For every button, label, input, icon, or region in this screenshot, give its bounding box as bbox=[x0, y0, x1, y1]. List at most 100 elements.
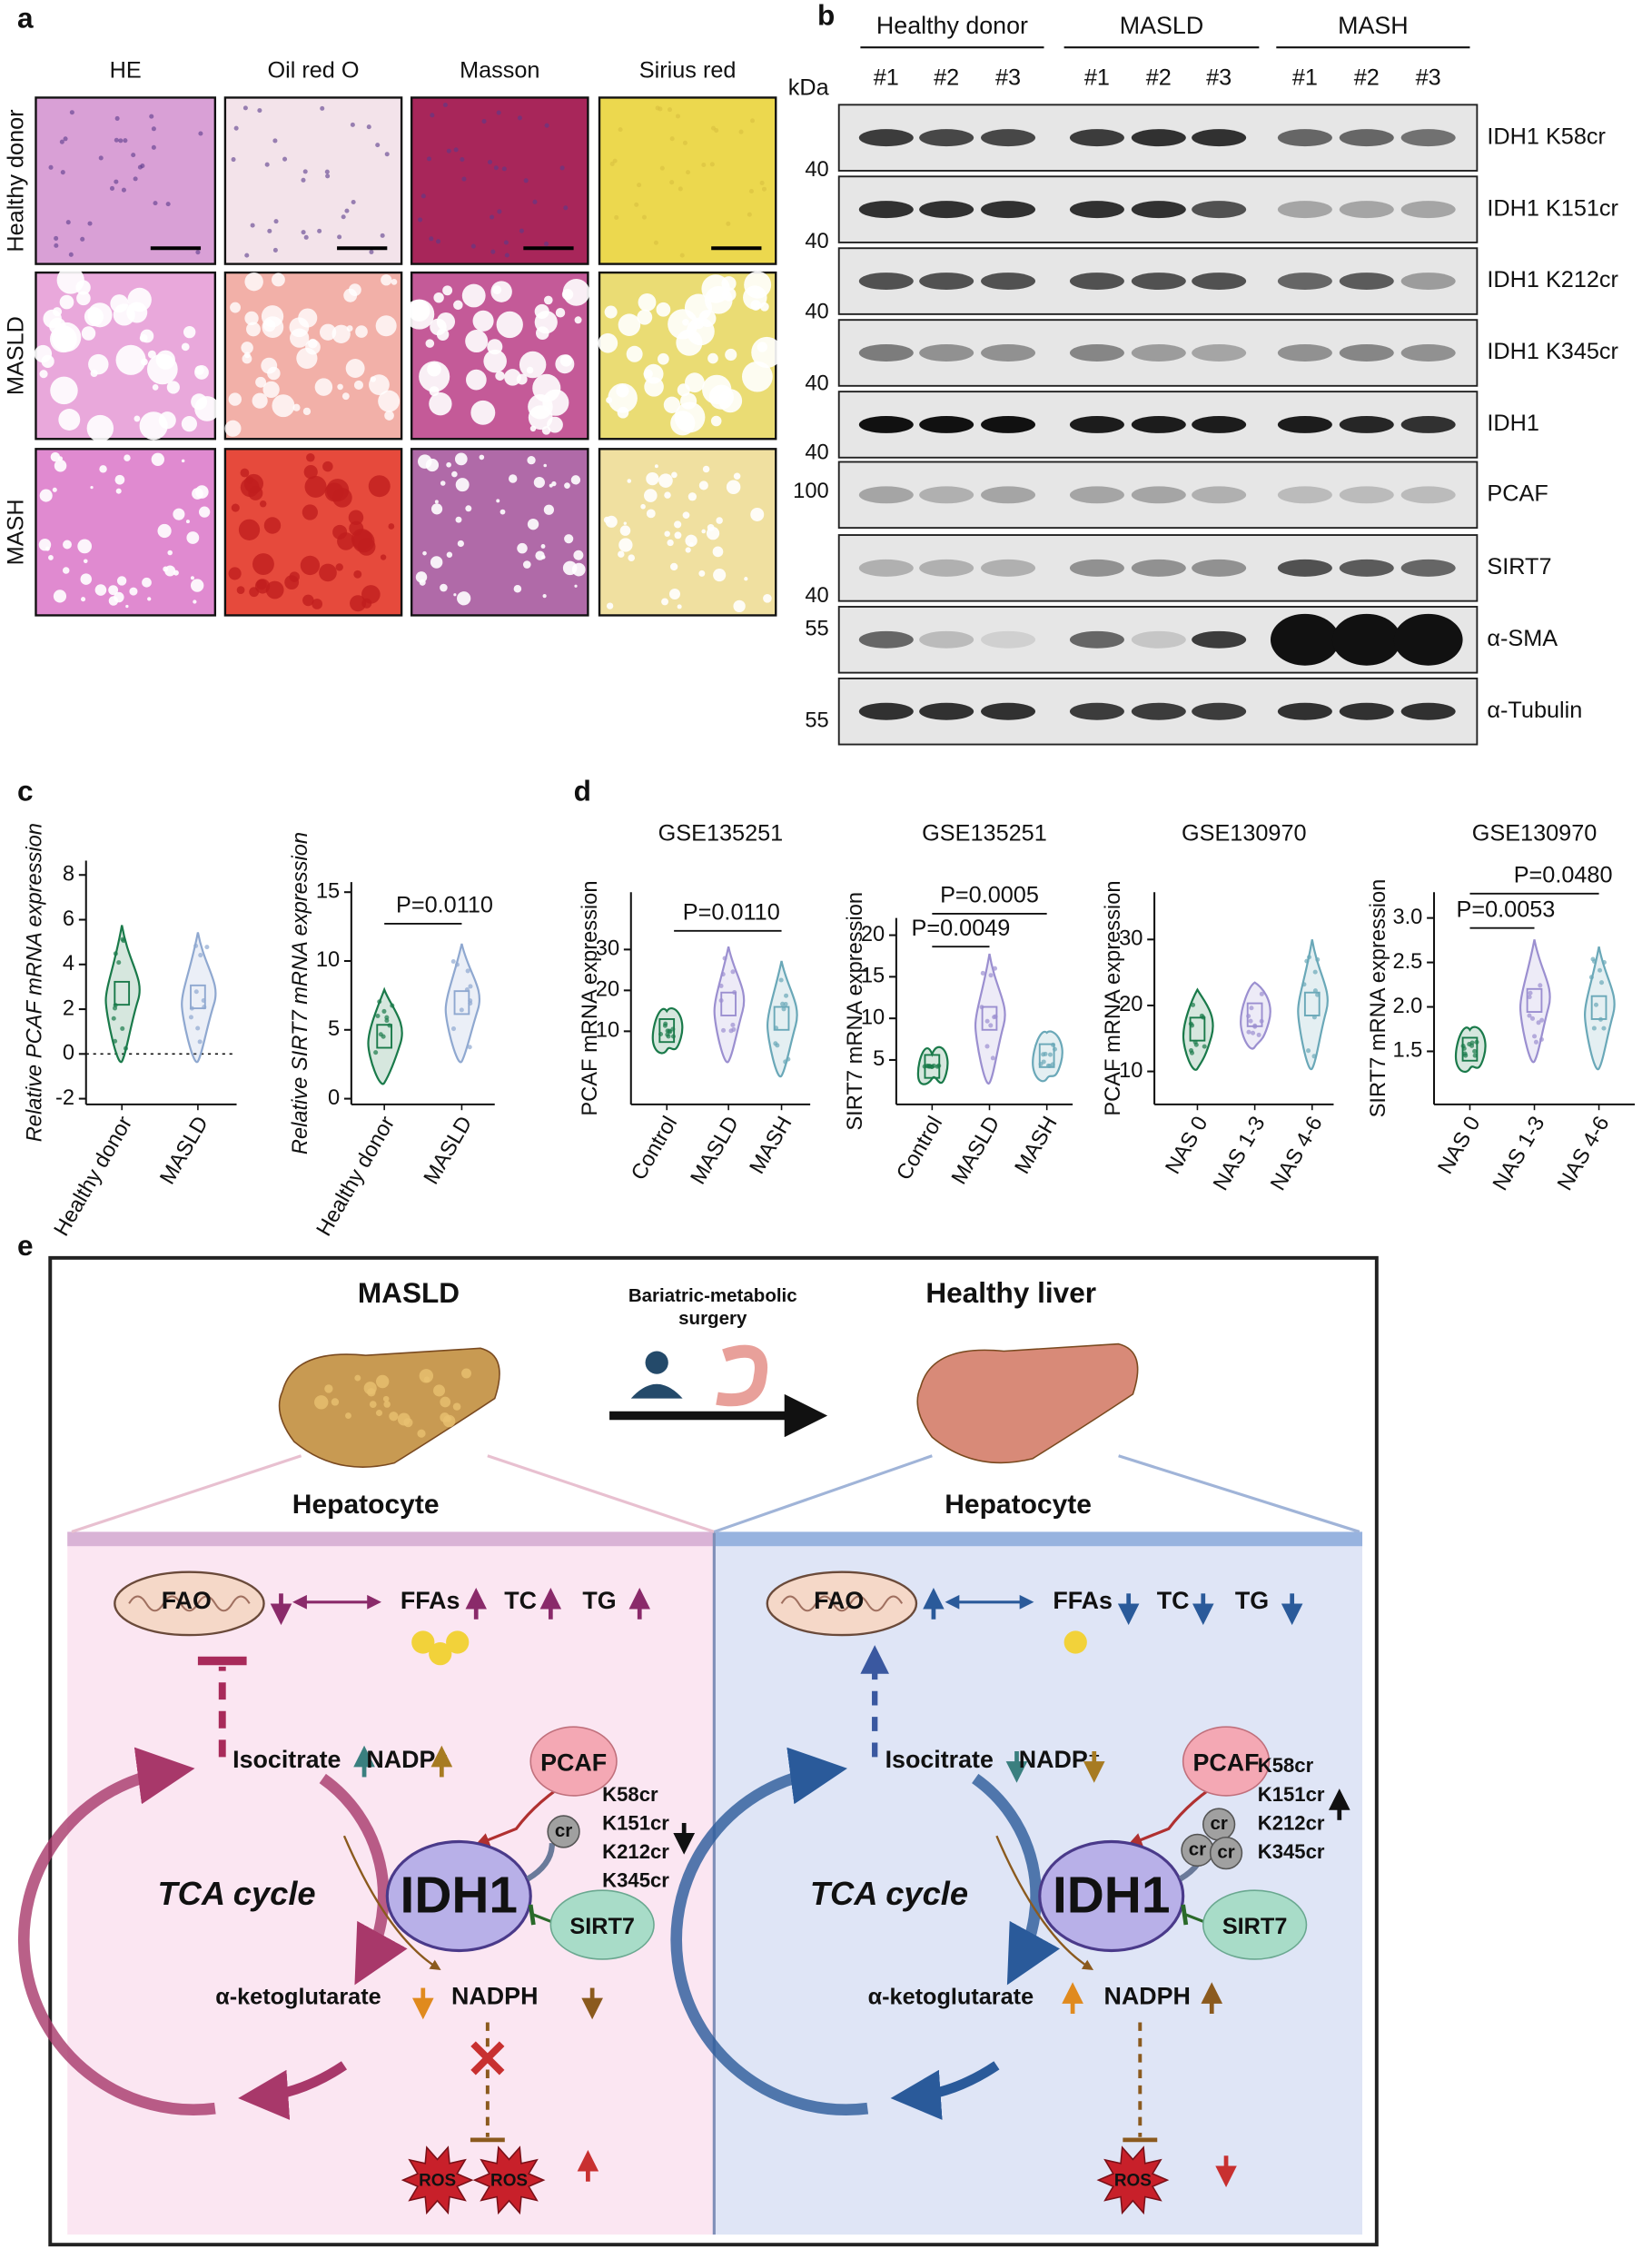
droplet bbox=[713, 569, 727, 582]
band bbox=[1131, 272, 1186, 291]
point bbox=[1301, 982, 1307, 987]
nucleus bbox=[140, 163, 145, 169]
droplet bbox=[446, 461, 451, 468]
y-axis-label: Relative PCAF mRNA expression bbox=[24, 823, 47, 1142]
nucleus bbox=[682, 140, 688, 145]
crotonyl-label: cr bbox=[1217, 1842, 1234, 1863]
droplet bbox=[173, 508, 185, 520]
sirt7-protein bbox=[549, 1889, 655, 1960]
band bbox=[1339, 415, 1394, 433]
droplet bbox=[483, 349, 507, 373]
droplet bbox=[492, 285, 502, 295]
droplet bbox=[76, 291, 91, 306]
box bbox=[1526, 987, 1543, 1013]
droplet bbox=[243, 473, 263, 494]
droplet bbox=[303, 465, 318, 480]
violin bbox=[444, 943, 481, 1064]
crotonyl-group bbox=[1209, 1836, 1243, 1870]
droplet bbox=[332, 524, 348, 540]
band bbox=[858, 630, 914, 649]
lane-label: #1 bbox=[1292, 65, 1318, 91]
fat-droplet bbox=[363, 1382, 377, 1395]
droplet bbox=[542, 389, 569, 416]
point bbox=[993, 1014, 998, 1019]
droplet bbox=[370, 376, 377, 382]
nucleus bbox=[320, 105, 325, 111]
blot-label: PCAF bbox=[1487, 481, 1548, 506]
droplet bbox=[527, 518, 539, 530]
nucleus bbox=[726, 221, 731, 226]
droplet bbox=[224, 420, 242, 437]
site-label: K345cr bbox=[602, 1869, 669, 1892]
cell-label: Hepatocyte bbox=[292, 1490, 440, 1520]
point bbox=[1193, 1042, 1199, 1047]
nucleus bbox=[667, 107, 673, 113]
droplet bbox=[425, 339, 435, 348]
column-header: Sirius red bbox=[639, 58, 737, 84]
droplet bbox=[230, 302, 241, 313]
nucleus bbox=[118, 138, 124, 144]
metabolite: NADPH bbox=[1103, 1983, 1190, 2010]
droplet bbox=[368, 475, 391, 498]
droplet bbox=[272, 394, 295, 418]
droplet bbox=[707, 524, 715, 531]
droplet bbox=[571, 562, 586, 577]
band bbox=[1192, 201, 1247, 219]
band bbox=[1400, 415, 1456, 433]
band bbox=[981, 201, 1036, 219]
nucleus bbox=[149, 114, 154, 119]
droplet bbox=[341, 392, 350, 401]
band bbox=[858, 702, 914, 720]
y-tick-label: 15 bbox=[316, 879, 340, 903]
nucleus bbox=[669, 180, 675, 185]
droplet bbox=[603, 516, 610, 523]
metabolite: α-ketoglutarate bbox=[215, 1984, 381, 2009]
droplet bbox=[495, 371, 505, 381]
droplet bbox=[302, 594, 314, 607]
column-header: HE bbox=[110, 58, 142, 84]
band bbox=[1277, 344, 1332, 362]
point bbox=[468, 1001, 473, 1006]
deacylation-bar bbox=[528, 1904, 536, 1926]
point bbox=[377, 999, 382, 1005]
nucleus bbox=[442, 102, 448, 108]
droplet bbox=[43, 309, 62, 329]
droplet bbox=[430, 556, 443, 569]
point bbox=[1306, 955, 1312, 960]
lipid bbox=[1063, 1630, 1087, 1654]
droplet bbox=[425, 458, 440, 472]
droplet bbox=[57, 325, 66, 334]
cycle-label: TCA cycle bbox=[157, 1875, 315, 1912]
nucleus bbox=[641, 214, 647, 220]
band bbox=[1400, 201, 1456, 219]
point bbox=[1311, 1015, 1317, 1020]
droplet bbox=[618, 313, 641, 336]
droplet bbox=[470, 400, 496, 425]
point bbox=[387, 1023, 392, 1028]
droplet bbox=[186, 531, 200, 544]
crotonyl-label: cr bbox=[1210, 1813, 1227, 1834]
band bbox=[1192, 702, 1247, 720]
y-axis-label: Relative SIRT7 mRNA expression bbox=[289, 832, 312, 1154]
droplet bbox=[674, 520, 682, 529]
band bbox=[1277, 201, 1332, 219]
y-tick-label: 1.5 bbox=[1392, 1039, 1422, 1063]
droplet bbox=[252, 553, 274, 575]
band bbox=[919, 201, 974, 219]
point bbox=[381, 1008, 387, 1014]
droplet bbox=[743, 285, 767, 310]
metabolite: NADP⁺ bbox=[1019, 1746, 1101, 1773]
point bbox=[980, 970, 985, 976]
fat-droplet bbox=[369, 1401, 377, 1408]
droplet bbox=[500, 509, 506, 515]
droplet bbox=[688, 541, 694, 547]
point bbox=[1312, 988, 1318, 994]
box bbox=[114, 980, 131, 1006]
group-header: MASH bbox=[1338, 12, 1409, 39]
band bbox=[1069, 415, 1124, 433]
droplet bbox=[455, 478, 470, 492]
y-tick-label: 0 bbox=[63, 1042, 74, 1065]
droplet bbox=[646, 471, 659, 486]
droplet bbox=[422, 550, 427, 556]
droplet bbox=[702, 465, 710, 473]
